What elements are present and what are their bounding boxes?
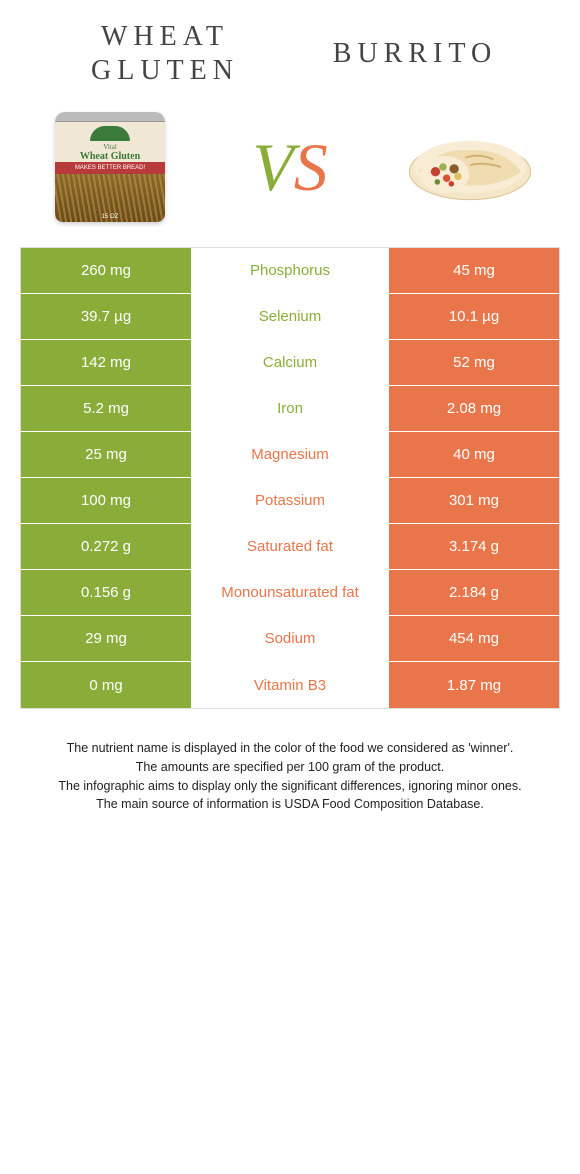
can-oz: 15 OZ — [55, 214, 165, 220]
cell-right: 2.08 mg — [389, 386, 559, 431]
cell-left: 0 mg — [21, 662, 191, 708]
vs-text: VS — [252, 128, 328, 207]
table-row: 0.156 gMonounsaturated fat2.184 g — [21, 570, 559, 616]
footer-line-4: The main source of information is USDA F… — [40, 795, 540, 814]
cell-nutrient: Iron — [191, 386, 389, 431]
cell-left: 0.156 g — [21, 570, 191, 615]
cell-left: 29 mg — [21, 616, 191, 661]
footer: The nutrient name is displayed in the co… — [0, 709, 580, 854]
vs-row: Vital Wheat Gluten MAKES BETTER BREAD! 1… — [0, 97, 580, 247]
cell-right: 301 mg — [389, 478, 559, 523]
cell-right: 52 mg — [389, 340, 559, 385]
can-band: MAKES BETTER BREAD! — [55, 162, 165, 174]
title-right-text: Burrito — [290, 37, 540, 71]
cell-nutrient: Phosphorus — [191, 248, 389, 293]
cell-nutrient: Sodium — [191, 616, 389, 661]
cell-nutrient: Monounsaturated fat — [191, 570, 389, 615]
cell-nutrient: Potassium — [191, 478, 389, 523]
table-row: 0.272 gSaturated fat3.174 g — [21, 524, 559, 570]
cell-left: 39.7 µg — [21, 294, 191, 339]
header: Wheat gluten Burrito — [0, 0, 580, 97]
cell-left: 5.2 mg — [21, 386, 191, 431]
cell-right: 45 mg — [389, 248, 559, 293]
burrito-image — [400, 107, 540, 227]
cell-right: 40 mg — [389, 432, 559, 477]
vs-s: S — [294, 128, 328, 207]
cell-right: 3.174 g — [389, 524, 559, 569]
footer-line-2: The amounts are specified per 100 gram o… — [40, 758, 540, 777]
cell-right: 10.1 µg — [389, 294, 559, 339]
cell-left: 100 mg — [21, 478, 191, 523]
cell-nutrient: Calcium — [191, 340, 389, 385]
footer-line-1: The nutrient name is displayed in the co… — [40, 739, 540, 758]
table-row: 142 mgCalcium52 mg — [21, 340, 559, 386]
cell-left: 25 mg — [21, 432, 191, 477]
title-left: Wheat gluten — [40, 20, 290, 87]
nutrient-table: 260 mgPhosphorus45 mg39.7 µgSelenium10.1… — [20, 247, 560, 709]
title-left-line2: gluten — [40, 54, 290, 88]
table-row: 260 mgPhosphorus45 mg — [21, 248, 559, 294]
can-name: Wheat Gluten — [80, 151, 140, 162]
table-row: 25 mgMagnesium40 mg — [21, 432, 559, 478]
table-row: 0 mgVitamin B31.87 mg — [21, 662, 559, 708]
cell-right: 454 mg — [389, 616, 559, 661]
cell-right: 2.184 g — [389, 570, 559, 615]
cell-nutrient: Saturated fat — [191, 524, 389, 569]
cell-right: 1.87 mg — [389, 662, 559, 708]
table-row: 100 mgPotassium301 mg — [21, 478, 559, 524]
title-right: Burrito — [290, 37, 540, 71]
table-row: 5.2 mgIron2.08 mg — [21, 386, 559, 432]
cell-nutrient: Vitamin B3 — [191, 662, 389, 708]
title-left-line1: Wheat — [40, 20, 290, 54]
wheat-gluten-image: Vital Wheat Gluten MAKES BETTER BREAD! 1… — [40, 107, 180, 227]
cell-left: 260 mg — [21, 248, 191, 293]
footer-line-3: The infographic aims to display only the… — [40, 777, 540, 796]
cell-left: 142 mg — [21, 340, 191, 385]
table-row: 29 mgSodium454 mg — [21, 616, 559, 662]
table-row: 39.7 µgSelenium10.1 µg — [21, 294, 559, 340]
cell-nutrient: Magnesium — [191, 432, 389, 477]
can-vital: Vital — [103, 143, 117, 151]
vs-v: V — [252, 128, 294, 207]
cell-nutrient: Selenium — [191, 294, 389, 339]
cell-left: 0.272 g — [21, 524, 191, 569]
